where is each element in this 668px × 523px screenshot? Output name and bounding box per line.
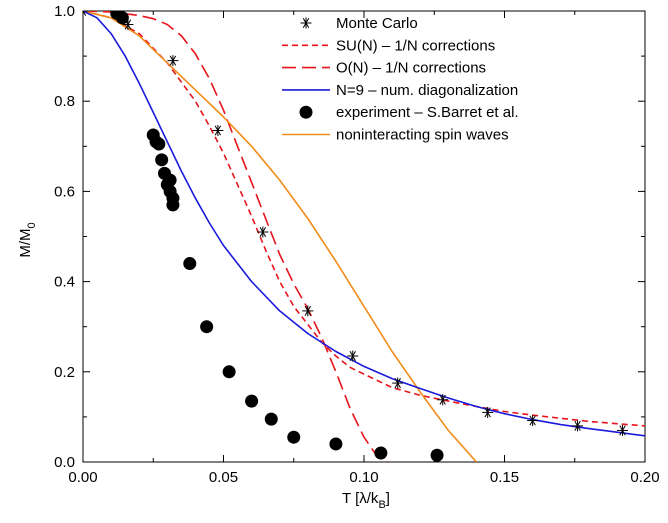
legend-label: noninteracting spin waves <box>336 127 509 144</box>
legend-item: O(N) – 1/N corrections <box>282 60 486 77</box>
legend-item: noninteracting spin waves <box>282 127 509 144</box>
y-tick-label: 1.0 <box>54 3 75 20</box>
y-axis: 0.0 0.2 0.4 0.6 0.8 1.0 <box>54 3 645 471</box>
series-group <box>83 11 645 462</box>
legend: Monte Carlo SU(N) – 1/N corrections O(N) –… <box>282 15 519 144</box>
experiment-point <box>329 437 343 451</box>
monte-carlo-point <box>300 17 312 29</box>
legend-label: Monte Carlo <box>336 15 418 32</box>
x-tick-label: 0.10 <box>349 469 378 486</box>
y-tick-label: 0.0 <box>54 454 75 471</box>
experiment-point <box>183 257 197 271</box>
monte-carlo-point <box>83 11 89 17</box>
x-tick-label: 0.20 <box>630 469 659 486</box>
legend-label: N=9 – num. diagonalization <box>336 82 518 99</box>
series-experiment <box>110 11 444 462</box>
experiment-point <box>374 446 388 460</box>
series-line-5 <box>83 11 477 462</box>
experiment-point <box>430 448 444 462</box>
legend-label: experiment – S.Barret et al. <box>336 104 519 121</box>
monte-carlo-point <box>302 305 314 317</box>
x-axis-label: T [λ/kB] <box>342 490 390 511</box>
monte-carlo-point <box>527 415 539 427</box>
series-monte-carlo <box>83 11 629 436</box>
x-tick-label: 0.15 <box>490 469 519 486</box>
experiment-point <box>200 320 214 334</box>
monte-carlo-point <box>122 19 134 31</box>
experiment-point <box>264 412 278 426</box>
monte-carlo-point <box>212 125 224 137</box>
series-line-3 <box>83 11 645 437</box>
plot-frame <box>82 10 646 463</box>
y-tick-label: 0.8 <box>54 93 75 110</box>
y-axis-label: M/M0 <box>17 222 38 257</box>
legend-item: Monte Carlo <box>300 15 418 32</box>
experiment-point <box>222 365 236 379</box>
y-tick-label: 0.4 <box>54 274 75 291</box>
monte-carlo-point <box>347 350 359 362</box>
monte-carlo-point <box>572 420 584 432</box>
experiment-point <box>152 137 166 151</box>
monte-carlo-point <box>437 394 449 406</box>
x-tick-label: 0.00 <box>68 469 97 486</box>
legend-label: O(N) – 1/N corrections <box>336 60 486 77</box>
experiment-point <box>163 173 177 187</box>
monte-carlo-point <box>482 406 494 418</box>
legend-label: SU(N) – 1/N corrections <box>336 37 495 54</box>
monte-carlo-point <box>257 226 269 238</box>
legend-item: SU(N) – 1/N corrections <box>282 37 495 54</box>
monte-carlo-point <box>167 55 179 67</box>
experiment-point <box>166 198 180 212</box>
legend-item: experiment – S.Barret et al. <box>299 104 519 121</box>
legend-marker <box>299 105 313 119</box>
monte-carlo-point <box>392 377 404 389</box>
x-tick-label: 0.05 <box>209 469 238 486</box>
experiment-point <box>155 153 169 167</box>
experiment-point <box>245 394 259 408</box>
series-line-2 <box>83 11 387 462</box>
monte-carlo-point <box>617 424 629 436</box>
y-tick-label: 0.2 <box>54 364 75 381</box>
experiment-point <box>287 430 301 444</box>
y-tick-label: 0.6 <box>54 183 75 200</box>
legend-item: N=9 – num. diagonalization <box>282 82 518 99</box>
plot-area <box>82 10 646 463</box>
